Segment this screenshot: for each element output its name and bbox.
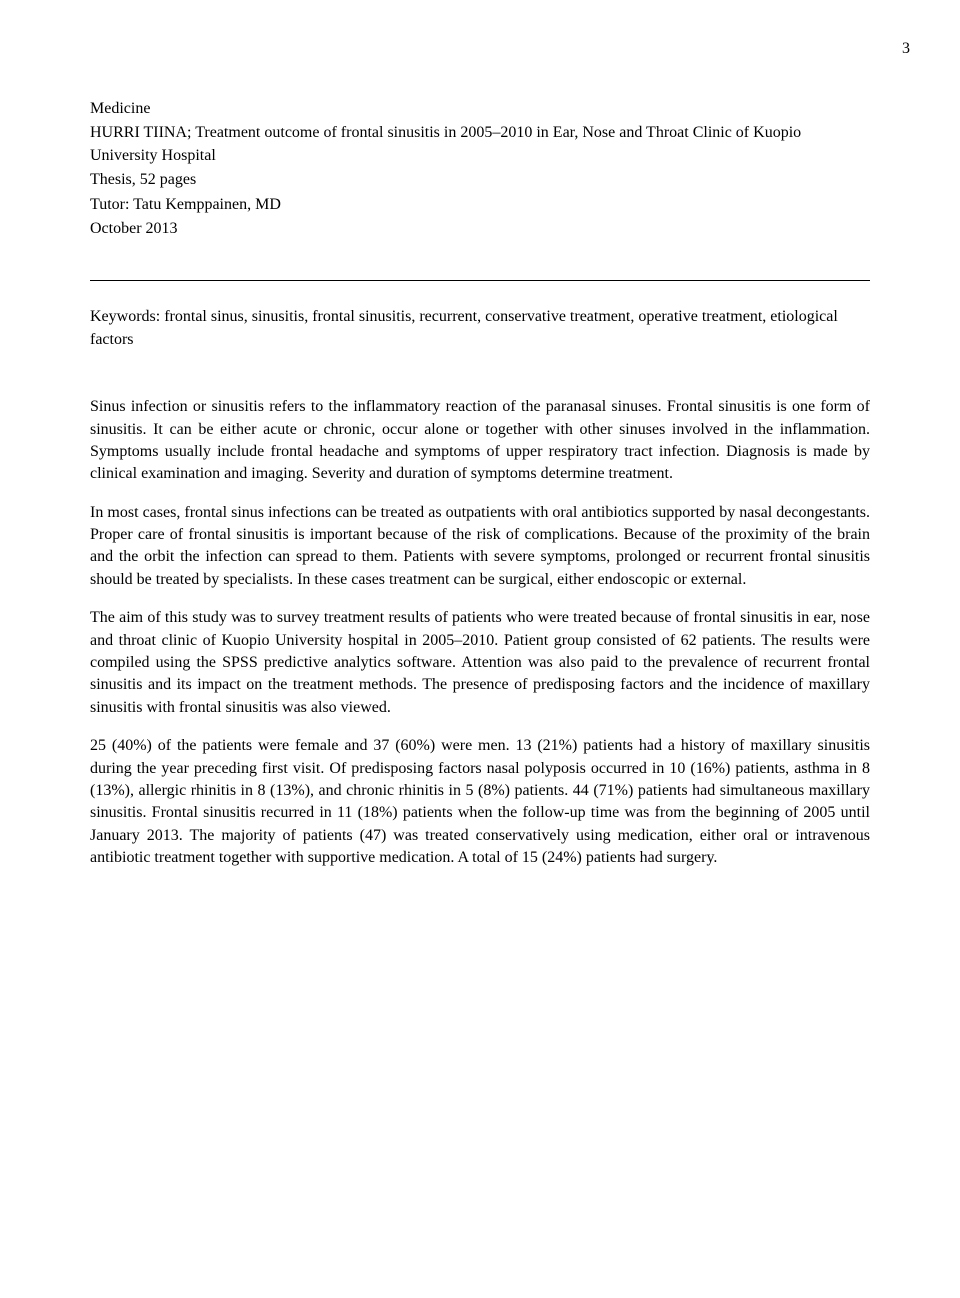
paragraph-3: The aim of this study was to survey trea… [90, 607, 870, 719]
date-line: October 2013 [90, 218, 870, 240]
divider [90, 280, 870, 281]
author-title-line: HURRI TIINA; Treatment outcome of fronta… [90, 122, 870, 167]
department-line: Medicine [90, 98, 870, 120]
tutor-line: Tutor: Tatu Kemppainen, MD [90, 194, 870, 216]
page-number: 3 [90, 40, 910, 58]
paragraph-4: 25 (40%) of the patients were female and… [90, 735, 870, 869]
paragraph-1: Sinus infection or sinusitis refers to t… [90, 396, 870, 486]
keywords-section: Keywords: frontal sinus, sinusitis, fron… [90, 306, 870, 351]
thesis-info-line: Thesis, 52 pages [90, 169, 870, 191]
body-text: Sinus infection or sinusitis refers to t… [90, 396, 870, 869]
header-section: Medicine HURRI TIINA; Treatment outcome … [90, 98, 870, 240]
paragraph-2: In most cases, frontal sinus infections … [90, 502, 870, 592]
